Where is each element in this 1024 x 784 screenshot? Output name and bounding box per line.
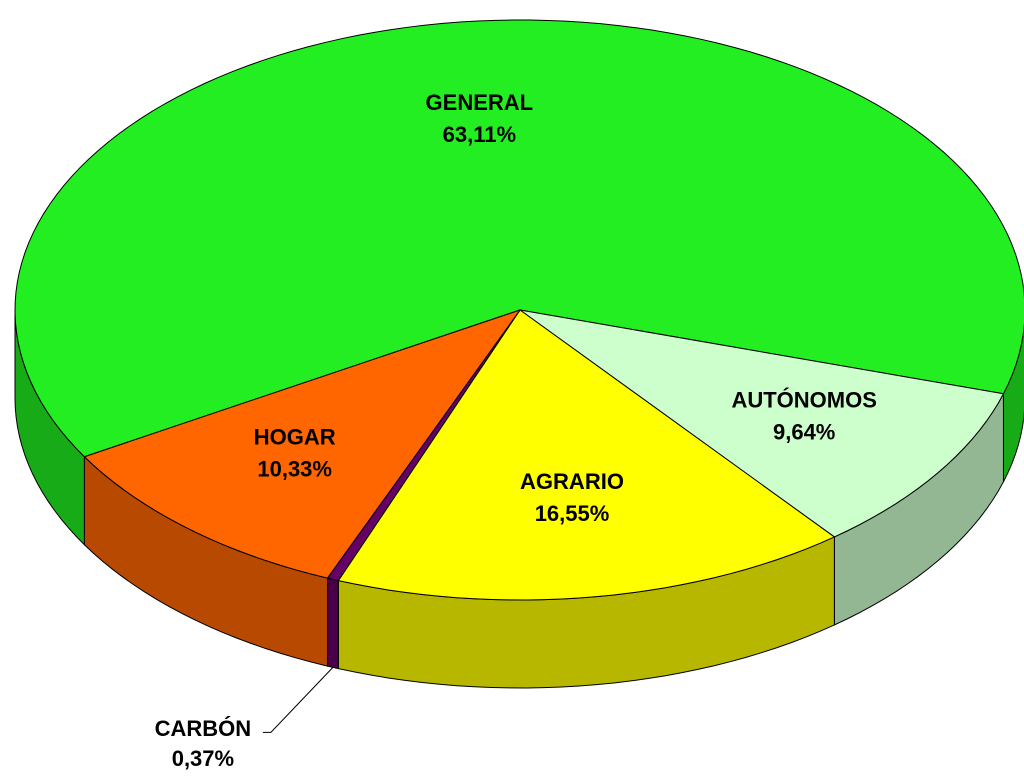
data-label-name: AUTÓNOMOS [731, 387, 876, 412]
leader-line [262, 667, 334, 733]
data-label-value: 9,64% [773, 419, 835, 444]
data-label-name: CARBÓN [155, 716, 252, 741]
data-label-name: AGRARIO [520, 469, 624, 494]
data-label-value: 63,11% [443, 122, 516, 147]
data-label-value: 16,55% [535, 501, 610, 526]
data-label-value: 10,33% [257, 456, 332, 481]
slice [83, 309, 522, 579]
data-label-name: GENERAL [426, 90, 534, 115]
slice [14, 19, 1024, 458]
slice-side [326, 577, 339, 670]
slice [519, 309, 1005, 538]
slice [337, 309, 836, 601]
data-label-value: 0,37% [172, 746, 234, 771]
data-label-name: HOGAR [254, 424, 336, 449]
